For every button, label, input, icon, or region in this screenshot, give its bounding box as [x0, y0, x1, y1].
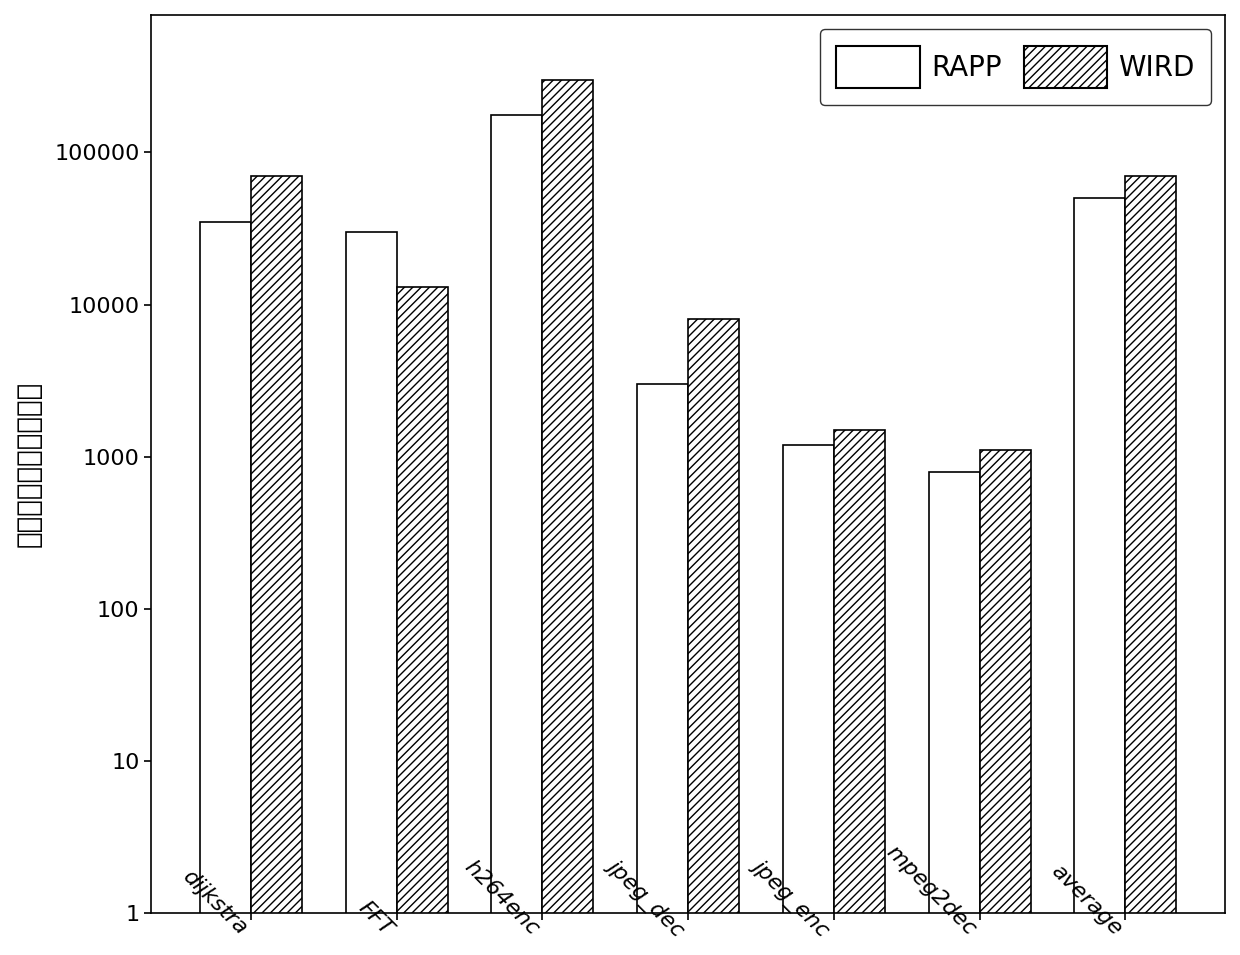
- Bar: [542, 80, 594, 955]
- Bar: [782, 445, 833, 955]
- Bar: [833, 430, 885, 955]
- Bar: [688, 319, 739, 955]
- Bar: [929, 472, 980, 955]
- Bar: [637, 384, 688, 955]
- Bar: [980, 451, 1030, 955]
- Bar: [491, 116, 542, 955]
- Bar: [250, 176, 303, 955]
- Bar: [397, 287, 448, 955]
- Y-axis label: 迁移页的平均访存次数: 迁移页的平均访存次数: [15, 381, 43, 547]
- Bar: [200, 222, 250, 955]
- Legend: RAPP, WIRD: RAPP, WIRD: [820, 29, 1211, 105]
- Bar: [346, 232, 397, 955]
- Bar: [1074, 199, 1125, 955]
- Bar: [1125, 176, 1177, 955]
